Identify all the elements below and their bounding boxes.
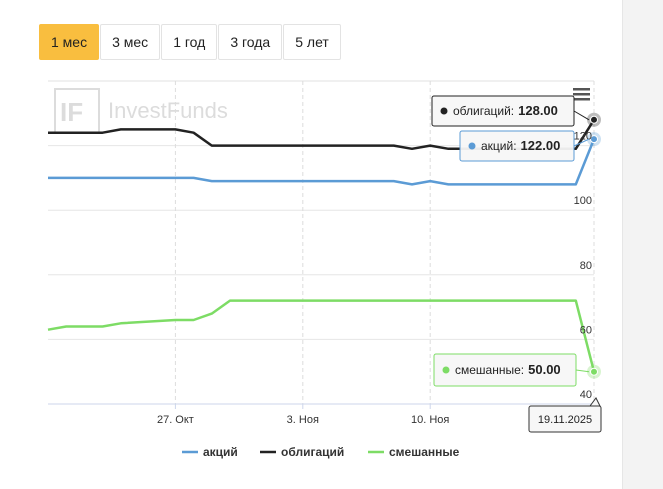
range-tab[interactable]: 1 мес (39, 24, 100, 60)
x-tick-label: 10. Ноя (411, 414, 449, 426)
legend-label: акций (203, 445, 238, 459)
date-tooltip: 19.11.2025 (528, 397, 602, 433)
range-tabs: 1 мес 3 мес 1 год 3 года 5 лет (39, 24, 342, 60)
date-tooltip-text: 19.11.2025 (538, 414, 592, 426)
hamburger-bar (573, 93, 590, 96)
series-line-0 (48, 138, 596, 186)
series-end-point (590, 135, 598, 144)
y-tick-label: 100 (574, 195, 592, 207)
watermark-text: InvestFunds (108, 98, 228, 123)
chart-legend: акций облигаций смешанные (182, 445, 460, 459)
series-lines (47, 112, 601, 379)
investfunds-watermark: IF InvestFunds (54, 88, 228, 134)
y-tick-label: 40 (580, 389, 592, 401)
tooltip-value: 128.00 (518, 103, 558, 118)
watermark-mark: IF (60, 97, 83, 127)
x-tick-label: 27. Окт (157, 414, 194, 426)
series-end-point (590, 367, 598, 376)
legend-label: смешанные (389, 445, 460, 459)
chart-tooltips: облигаций: 128.00 акций: 122.00 смешанные: 50… (431, 95, 602, 433)
hamburger-icon[interactable] (573, 88, 590, 101)
y-tick-label: 120 (574, 131, 592, 143)
tooltip-value: 122.00 (521, 138, 561, 153)
legend-item[interactable]: облигаций (260, 445, 344, 459)
range-tab[interactable]: 3 года (218, 24, 283, 60)
range-tab[interactable]: 5 лет (283, 24, 341, 60)
date-tooltip-arrow (589, 397, 601, 407)
range-tab[interactable]: 3 мес (100, 24, 161, 60)
series-end-point (590, 115, 598, 124)
tooltip-pointer (575, 369, 590, 373)
tooltip-pointer (573, 110, 590, 121)
hamburger-bar (573, 88, 590, 91)
tooltip: смешанные: 50.00 (433, 353, 590, 387)
y-tick-label: 80 (580, 260, 592, 272)
tooltip: акций: 122.00 (459, 130, 590, 162)
hamburger-bar (573, 98, 590, 101)
tooltip-label: смешанные: (455, 363, 524, 377)
legend-label: облигаций (281, 445, 344, 459)
legend-item[interactable]: акций (182, 445, 238, 459)
series-line-2 (47, 299, 596, 373)
y-tick-label: 60 (580, 324, 592, 336)
tooltip-marker (442, 366, 450, 374)
x-tick-label: 3. Ноя (287, 414, 319, 426)
tooltip-pointer (573, 138, 590, 147)
tooltip-label: облигаций: (453, 104, 514, 118)
chart-menu-button[interactable] (570, 84, 592, 104)
date-tooltip-box (528, 405, 602, 433)
tooltip-marker (468, 142, 476, 150)
range-tab[interactable]: 1 год (161, 24, 218, 60)
tooltip: облигаций: 128.00 (431, 95, 590, 127)
tooltip-marker (440, 107, 448, 115)
tooltip-text: смешанные: 50.00 (455, 362, 561, 377)
legend-item[interactable]: смешанные (368, 445, 460, 459)
tooltip-text: акций: 122.00 (481, 138, 560, 153)
right-panel-strip (622, 0, 663, 489)
tooltip-text: облигаций: 128.00 (453, 103, 558, 118)
tooltip-value: 50.00 (528, 362, 561, 377)
chart-axes: 40 60 80 100 120 27. Окт 3. Ноя 10. Ноя (48, 131, 594, 426)
tooltip-label: акций: (481, 139, 517, 153)
